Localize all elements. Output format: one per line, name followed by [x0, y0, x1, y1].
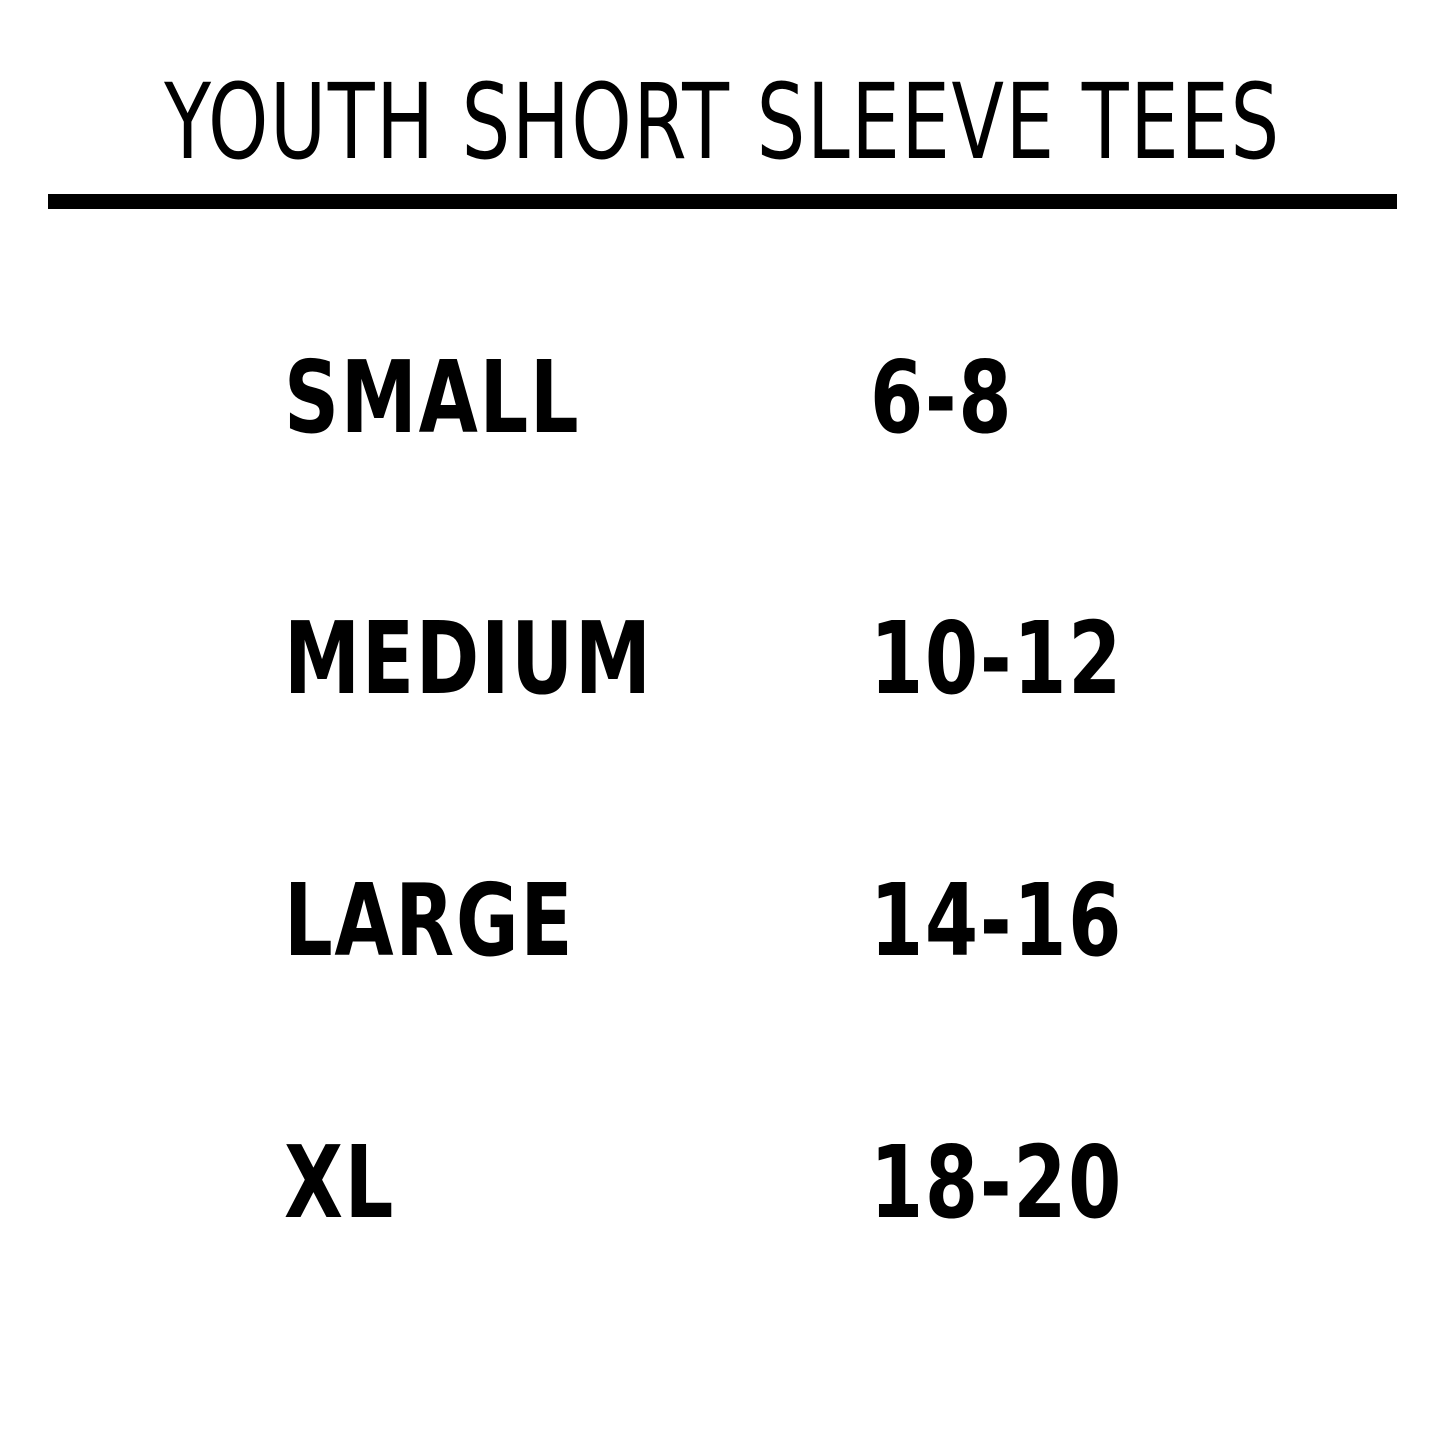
- size-name: MEDIUM: [284, 600, 653, 717]
- title: YOUTH SHORT SLEEVE TEES: [164, 61, 1281, 183]
- age-range: 6-8: [870, 339, 1014, 456]
- age-range: 10-12: [870, 600, 1124, 717]
- size-name: SMALL: [284, 339, 581, 456]
- size-name: XL: [284, 1124, 396, 1241]
- age-range: 14-16: [870, 862, 1124, 979]
- age-range: 18-20: [870, 1124, 1124, 1241]
- title-rule: [48, 194, 1397, 209]
- size-name: LARGE: [284, 862, 575, 979]
